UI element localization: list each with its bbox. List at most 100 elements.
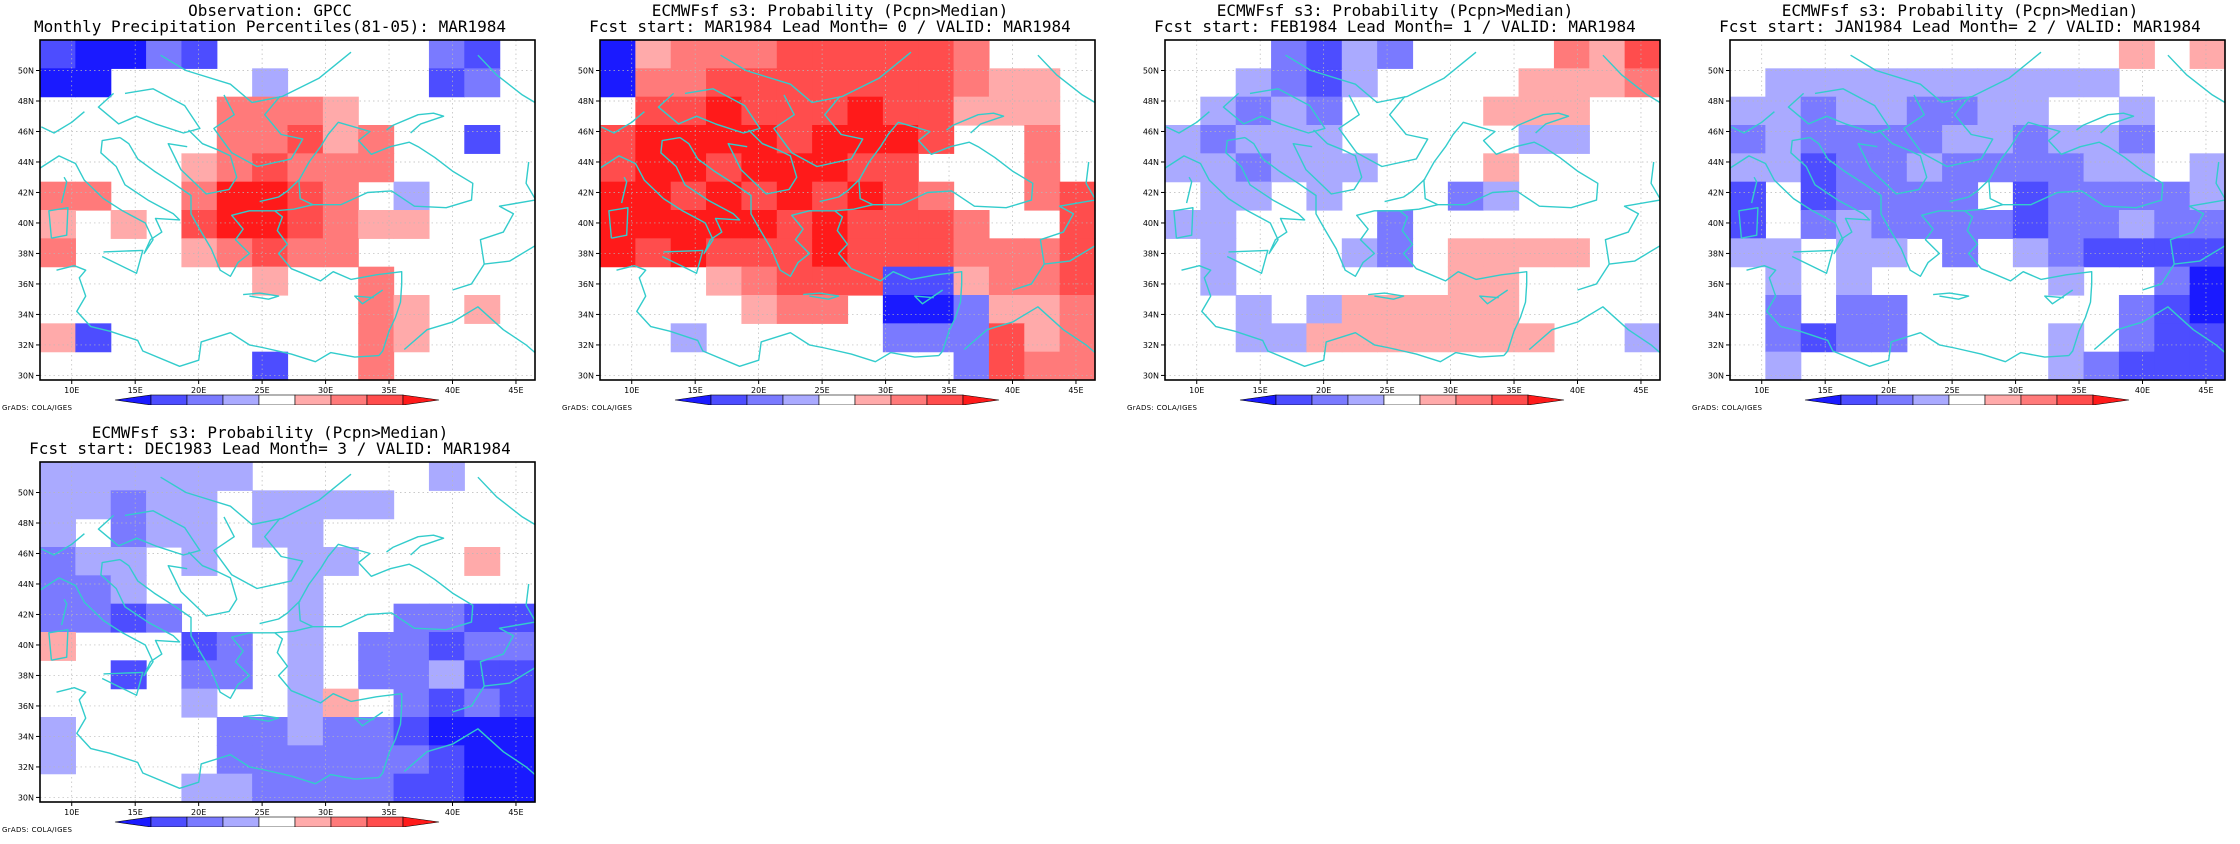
grid-cell	[428, 660, 465, 690]
coastline	[1222, 88, 1326, 134]
grid-cell	[706, 125, 743, 154]
coastline	[213, 94, 304, 168]
precip-map: 10E 15E 20E 25E 30E 35E 40E 45E 30N 32N 34N 36N 38N 4…	[1143, 39, 1661, 405]
grid-cell	[1871, 125, 1908, 154]
lon-tick-label: 20E	[1316, 386, 1331, 395]
grid-cell	[1024, 96, 1061, 126]
colorbar-segment	[1804, 394, 1842, 405]
grid-cell	[464, 295, 501, 324]
lat-tick-label: 30N	[578, 371, 594, 380]
coastline	[1857, 129, 1928, 195]
grid-cell	[322, 238, 359, 268]
colorbar-segment	[1239, 394, 1277, 405]
grid-cell	[428, 688, 465, 718]
panel-forecast-lead3: ECMWFsf s3: Probability (Pcpn>Median) Fc…	[0, 422, 540, 844]
grid-cell	[252, 153, 289, 183]
colorbar-segment	[890, 394, 928, 405]
grid-cell	[882, 96, 919, 126]
grid-cell	[1483, 153, 1520, 183]
grid-cell	[2189, 210, 2226, 239]
grid-cell	[499, 688, 536, 718]
grid-cell	[1800, 125, 1837, 154]
coastline	[97, 510, 201, 556]
grid-cell	[918, 68, 955, 98]
grid-cell	[1235, 125, 1272, 154]
grid-cell	[1200, 210, 1237, 239]
grid-cell	[741, 295, 778, 324]
grid-cell	[75, 68, 112, 98]
lon-tick-label: 30E	[1443, 386, 1458, 395]
grid-cell	[428, 745, 465, 775]
precip-map: 10E 15E 20E 25E 30E 35E 40E 45E 30N 32N 34N 36N 38N 4…	[18, 461, 536, 827]
coastlines	[1164, 51, 1661, 367]
grads-credit: GrADS: COLA/IGES	[1692, 404, 1763, 412]
coastline	[1292, 129, 1363, 195]
grid-cell	[635, 181, 672, 211]
colorbar-segment	[1311, 394, 1349, 405]
coastline	[1746, 265, 2069, 367]
grid-cell	[1235, 96, 1272, 126]
grid-cell	[322, 153, 359, 183]
lon-tick-label: 35E	[381, 808, 396, 817]
coastline	[160, 51, 352, 104]
grid-cell	[428, 717, 465, 746]
grid-cell	[1059, 181, 1096, 211]
coastline	[963, 306, 1096, 354]
grid-cell	[1412, 295, 1449, 324]
colorbar-segment	[330, 394, 368, 405]
grid-cell	[393, 323, 430, 353]
grid-cell	[287, 745, 324, 775]
grid-cell	[1377, 238, 1414, 268]
grid-cell	[1306, 68, 1343, 98]
lat-tick-label: 44N	[578, 158, 594, 167]
grid-cell	[252, 68, 289, 98]
grid-cell	[40, 68, 76, 98]
grid-cell	[146, 490, 183, 520]
grid-cell	[1024, 266, 1061, 296]
grid-cell	[2012, 153, 2049, 183]
grid-cell	[287, 717, 324, 746]
coastline	[819, 178, 861, 203]
grid-cell	[812, 181, 849, 211]
grid-cell	[882, 153, 919, 183]
grid-cell	[322, 773, 359, 803]
colorbar-segment	[1275, 394, 1313, 405]
colorbar-segment	[926, 394, 964, 405]
colorbar-segment	[150, 394, 188, 405]
lat-tick-label: 30N	[18, 371, 34, 380]
grid-cell	[882, 40, 919, 69]
colorbar: 1020304060708090	[114, 816, 440, 827]
lat-tick-label: 44N	[18, 158, 34, 167]
colorbar-segment	[962, 394, 1000, 405]
colorbar: 1020304060708090	[1239, 394, 1565, 405]
grid-cell	[322, 96, 359, 126]
grid-cell	[464, 125, 501, 154]
coastline	[2169, 199, 2226, 265]
grid-cell	[1518, 125, 1555, 154]
grid-cell	[988, 323, 1025, 353]
grid-cell	[1624, 68, 1661, 98]
coastline	[56, 687, 379, 789]
precip-map: 10E 15E 20E 25E 30E 35E 40E 45E 30N 32N 34N 36N 38N 4…	[578, 39, 1096, 405]
grid-cell	[2012, 238, 2049, 268]
lat-tick-label: 36N	[1708, 280, 1724, 289]
grid-cell	[75, 40, 112, 69]
grid-cell	[252, 238, 289, 268]
grid-cell	[393, 717, 430, 746]
grid-cell	[428, 603, 465, 633]
grid-cell	[706, 266, 743, 296]
grid-cell	[393, 660, 430, 690]
grid-cell	[847, 125, 884, 154]
grid-cell	[2118, 295, 2155, 324]
grid-cell	[2118, 96, 2155, 126]
panel-observation-gpcc: Observation: GPCC Monthly Precipitation …	[0, 0, 540, 422]
grid-cell	[2048, 181, 2085, 211]
grid-cell	[1906, 153, 1943, 183]
grid-cell	[287, 688, 324, 718]
grid-cell	[1765, 238, 1802, 268]
grid-cells	[40, 40, 501, 381]
coastline	[1085, 161, 1096, 199]
grid-cell	[847, 68, 884, 98]
grid-cell	[1765, 351, 1802, 381]
coastline	[525, 161, 536, 199]
